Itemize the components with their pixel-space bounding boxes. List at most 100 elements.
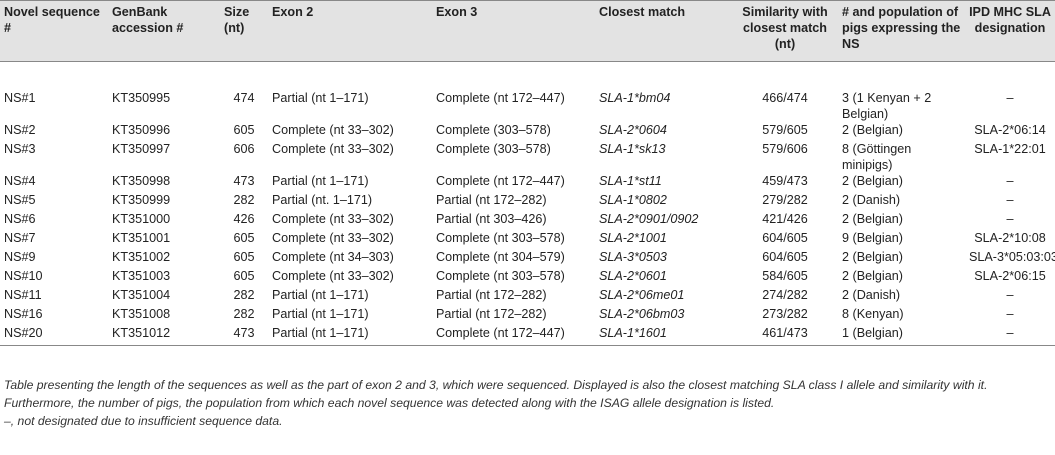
genbank-accession-cell: KT351012	[108, 325, 220, 346]
size-cell: 606	[233, 142, 255, 156]
ipd-designation-cell: SLA-1*22:01	[974, 142, 1046, 156]
ipd-designation-cell: –	[1006, 174, 1014, 188]
similarity-cell: 273/282	[762, 307, 808, 321]
exon2-cell: Complete (nt 33–302)	[272, 212, 394, 226]
population-cell: 8 (Göttingen minipigs)	[842, 142, 912, 172]
table-row: NS#3 KT350997 606 Complete (nt 33–302) Compl…	[0, 141, 1055, 173]
population-cell: 9 (Belgian)	[842, 231, 903, 245]
table-row: NS#11 KT351004 282 Partial (nt 1–171) Partia…	[0, 287, 1055, 306]
genbank-accession-cell: KT350998	[112, 174, 171, 188]
ipd-designation-cell: SLA-2*06:14	[974, 123, 1046, 137]
closest-match-cell: SLA-2*06me01	[599, 288, 685, 302]
header-population: # and population of pigs expressing the …	[838, 0, 965, 62]
novel-sequence-cell: NS#1	[4, 91, 36, 105]
exon3-cell: Complete (nt 303–578)	[436, 231, 565, 245]
population-cell: 8 (Kenyan)	[842, 307, 904, 321]
table-row: NS#9 KT351002 605 Complete (nt 34–303) Compl…	[0, 249, 1055, 268]
header-closest-match: Closest match	[595, 0, 732, 62]
genbank-accession-cell: KT351002	[112, 250, 171, 264]
header-genbank-accession: GenBank accession #	[108, 0, 220, 62]
closest-match-cell: SLA-1*0802	[599, 193, 667, 207]
similarity-cell: 579/606	[762, 142, 808, 156]
size-cell: 605	[233, 123, 255, 137]
exon2-cell: Partial (nt 1–171)	[272, 307, 369, 321]
ipd-designation-cell: –	[1006, 193, 1014, 207]
table-row: NS#16 KT351008 282 Partial (nt 1–171) Partia…	[0, 306, 1055, 325]
novel-sequence-cell: NS#20	[0, 325, 108, 346]
closest-match-cell: SLA-2*0901/0902	[599, 212, 699, 226]
genbank-accession-cell: KT351001	[112, 231, 171, 245]
exon2-cell: Complete (nt 33–302)	[272, 142, 394, 156]
ipd-designation-cell: –	[1006, 288, 1014, 302]
ipd-designation-cell: SLA-2*06:15	[974, 269, 1046, 283]
size-cell: 473	[233, 174, 255, 188]
population-cell: 2 (Belgian)	[842, 174, 903, 188]
size-cell: 282	[233, 193, 255, 207]
exon3-cell: Complete (303–578)	[436, 142, 551, 156]
dash-footnote: –, not designated due to insufficient se…	[4, 414, 283, 428]
size-cell: 426	[233, 212, 255, 226]
exon2-cell: Complete (nt 33–302)	[272, 231, 394, 245]
table-notes: Table presenting the length of the seque…	[4, 376, 1049, 430]
table-row: NS#1 KT350995 474 Partial (nt 1–171) Complet…	[0, 62, 1055, 123]
header-similarity: Similarity with closest match (nt)	[732, 0, 838, 62]
similarity-cell: 604/605	[762, 231, 808, 245]
header-exon2: Exon 2	[268, 0, 432, 62]
exon2-cell: Partial (nt 1–171)	[272, 91, 369, 105]
novel-sequence-cell: NS#5	[4, 193, 36, 207]
table-row: NS#20 KT351012 473 Partial (nt 1–171) Comple…	[0, 325, 1055, 346]
ipd-designation-cell: –	[1006, 307, 1014, 321]
exon2-cell: Partial (nt 1–171)	[268, 325, 432, 346]
table-row: NS#7 KT351001 605 Complete (nt 33–302) Compl…	[0, 230, 1055, 249]
exon2-cell: Partial (nt 1–171)	[272, 288, 369, 302]
closest-match-cell: SLA-1*1601	[595, 325, 732, 346]
population-cell: 2 (Danish)	[842, 193, 901, 207]
novel-sequence-cell: NS#2	[4, 123, 36, 137]
exon3-cell: Partial (nt 172–282)	[436, 307, 547, 321]
novel-sequence-cell: NS#10	[4, 269, 43, 283]
closest-match-cell: SLA-1*sk13	[599, 142, 666, 156]
size-cell: 605	[233, 250, 255, 264]
genbank-accession-cell: KT350999	[112, 193, 171, 207]
exon2-cell: Complete (nt 34–303)	[272, 250, 394, 264]
similarity-cell: 579/605	[762, 123, 808, 137]
similarity-cell: 604/605	[762, 250, 808, 264]
table-row: NS#4 KT350998 473 Partial (nt 1–171) Complet…	[0, 173, 1055, 192]
closest-match-cell: SLA-1*st11	[599, 174, 662, 188]
size-cell: 473	[220, 325, 268, 346]
ipd-designation-cell: –	[1006, 212, 1014, 226]
similarity-cell: 274/282	[762, 288, 808, 302]
table-row: NS#2 KT350996 605 Complete (nt 33–302) Compl…	[0, 122, 1055, 141]
size-cell: 605	[233, 269, 255, 283]
novel-sequence-cell: NS#9	[4, 250, 36, 264]
genbank-accession-cell: KT350996	[112, 123, 171, 137]
exon2-cell: Complete (nt 33–302)	[272, 123, 394, 137]
novel-sequence-cell: NS#11	[4, 288, 42, 302]
exon3-cell: Complete (nt 303–578)	[436, 269, 565, 283]
population-cell: 2 (Belgian)	[842, 250, 903, 264]
size-cell: 282	[233, 307, 255, 321]
genbank-accession-cell: KT351008	[112, 307, 171, 321]
exon3-cell: Complete (nt 172–447)	[436, 91, 565, 105]
similarity-cell: 459/473	[762, 174, 808, 188]
ipd-designation-cell: –	[965, 325, 1055, 346]
similarity-cell: 279/282	[762, 193, 808, 207]
size-cell: 605	[233, 231, 255, 245]
table-caption: Table presenting the length of the seque…	[4, 378, 988, 410]
novel-sequence-cell: NS#7	[4, 231, 36, 245]
closest-match-cell: SLA-2*0601	[599, 269, 667, 283]
genbank-accession-cell: KT351004	[112, 288, 171, 302]
exon3-cell: Complete (nt 172–447)	[436, 174, 565, 188]
closest-match-cell: SLA-2*1001	[599, 231, 667, 245]
closest-match-cell: SLA-2*0604	[599, 123, 667, 137]
ipd-designation-cell: SLA-3*05:03:03	[969, 250, 1055, 264]
table-row: NS#5 KT350999 282 Partial (nt. 1–171) Partia…	[0, 192, 1055, 211]
exon3-cell: Partial (nt 303–426)	[436, 212, 547, 226]
closest-match-cell: SLA-2*06bm03	[599, 307, 685, 321]
population-cell: 2 (Belgian)	[842, 269, 903, 283]
header-exon3: Exon 3	[432, 0, 595, 62]
exon3-cell: Partial (nt 172–282)	[436, 193, 547, 207]
similarity-cell: 466/474	[762, 91, 808, 105]
genbank-accession-cell: KT351003	[112, 269, 171, 283]
